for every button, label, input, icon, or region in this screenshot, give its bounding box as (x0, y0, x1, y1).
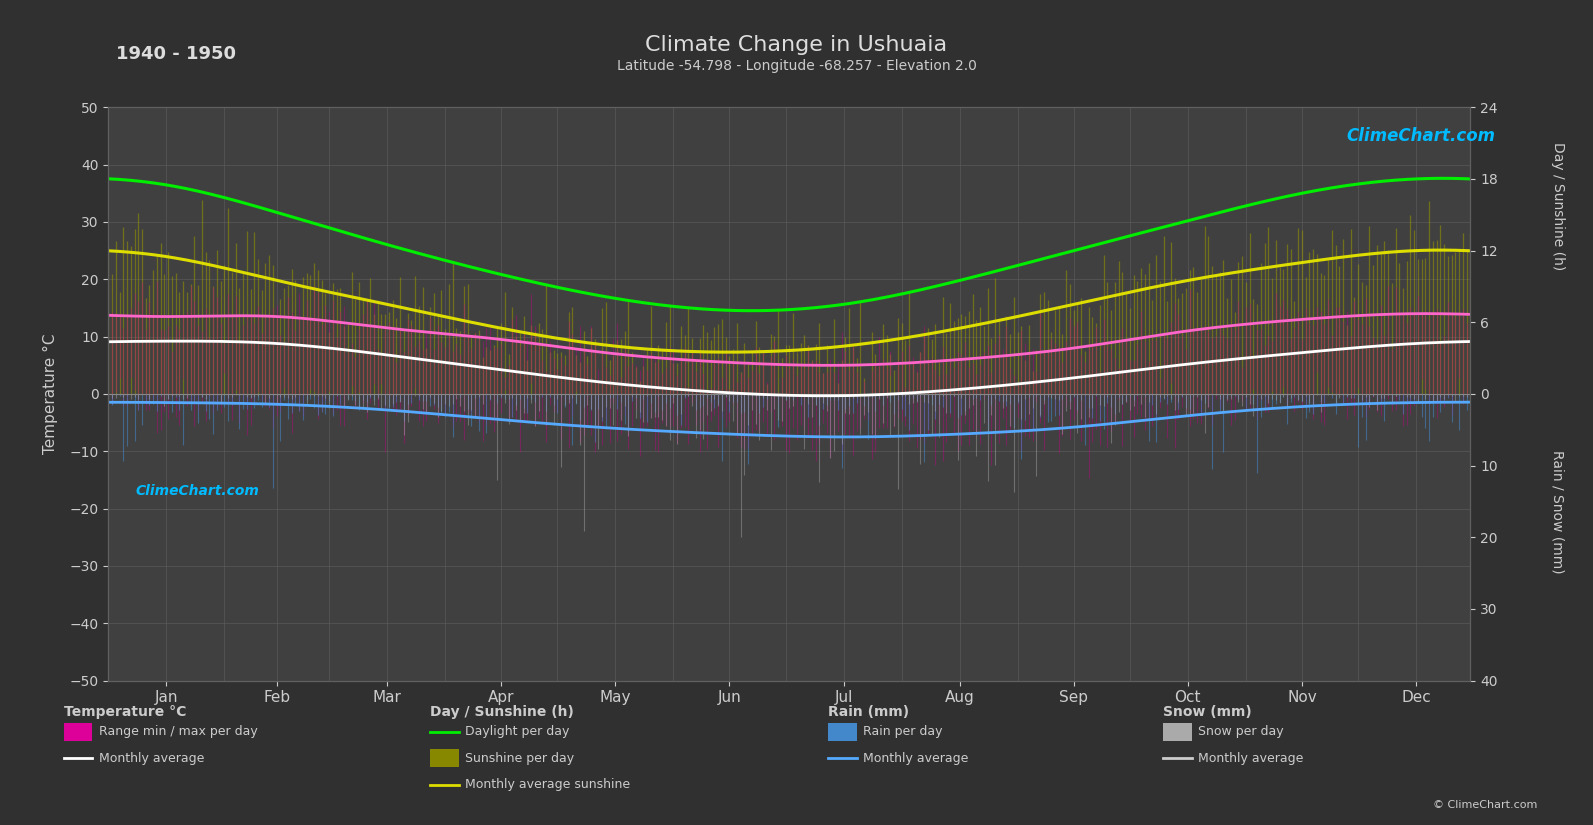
Text: Rain / Snow (mm): Rain / Snow (mm) (1552, 450, 1564, 573)
Text: Daylight per day: Daylight per day (465, 725, 570, 738)
Text: Monthly average sunshine: Monthly average sunshine (465, 778, 631, 791)
Text: Climate Change in Ushuaia: Climate Change in Ushuaia (645, 35, 948, 54)
Text: Range min / max per day: Range min / max per day (99, 725, 258, 738)
Text: Sunshine per day: Sunshine per day (465, 752, 575, 765)
Text: Day / Sunshine (h): Day / Sunshine (h) (430, 705, 573, 719)
Text: Snow per day: Snow per day (1198, 725, 1284, 738)
Text: Rain per day: Rain per day (863, 725, 943, 738)
Text: Monthly average: Monthly average (1198, 752, 1303, 765)
Text: ClimeChart.com: ClimeChart.com (1346, 127, 1496, 145)
Text: Day / Sunshine (h): Day / Sunshine (h) (1552, 142, 1564, 271)
Text: ClimeChart.com: ClimeChart.com (135, 484, 260, 497)
Text: Monthly average: Monthly average (99, 752, 204, 765)
Text: Latitude -54.798 - Longitude -68.257 - Elevation 2.0: Latitude -54.798 - Longitude -68.257 - E… (616, 59, 977, 73)
Text: Temperature °C: Temperature °C (64, 705, 186, 719)
Text: Snow (mm): Snow (mm) (1163, 705, 1252, 719)
Text: Rain (mm): Rain (mm) (828, 705, 910, 719)
Text: Monthly average: Monthly average (863, 752, 969, 765)
Y-axis label: Temperature °C: Temperature °C (43, 333, 59, 455)
Text: 1940 - 1950: 1940 - 1950 (116, 45, 236, 64)
Text: © ClimeChart.com: © ClimeChart.com (1432, 800, 1537, 810)
